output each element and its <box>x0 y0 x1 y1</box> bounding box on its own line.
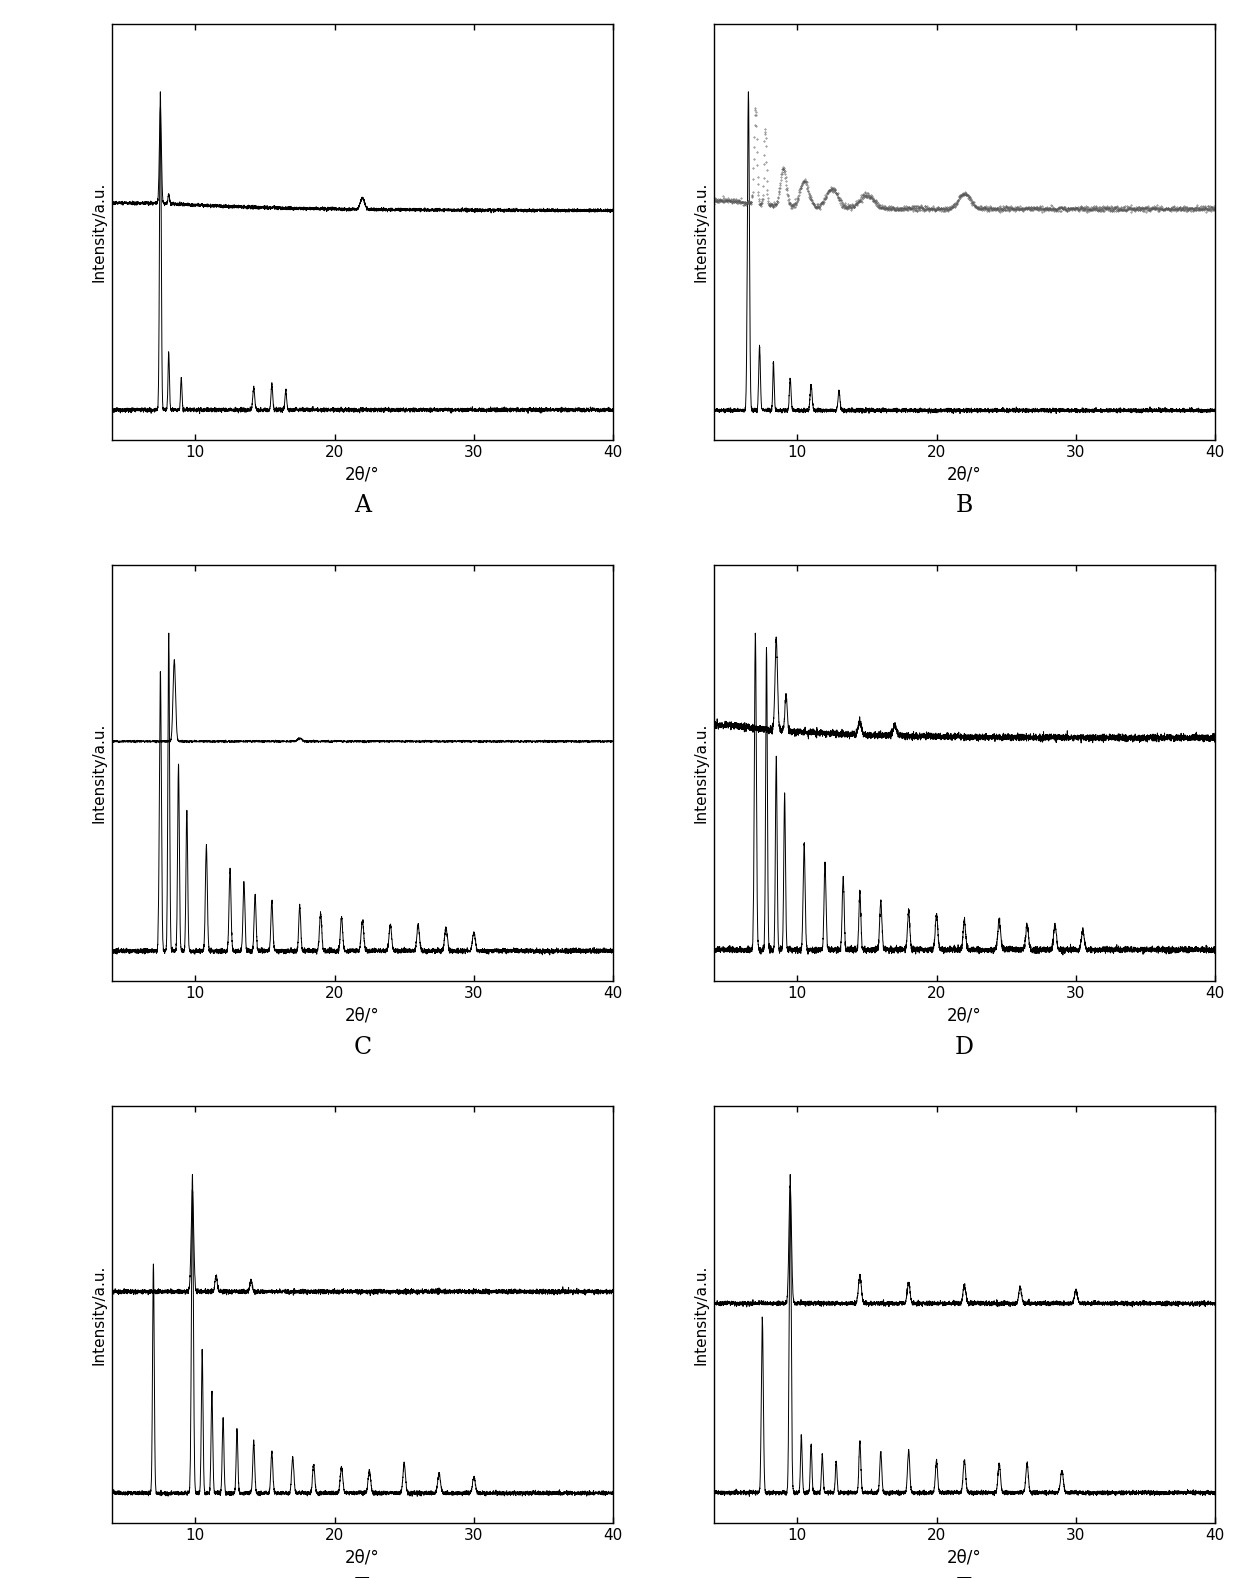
Y-axis label: Intensity/a.u.: Intensity/a.u. <box>91 181 107 282</box>
Text: D: D <box>955 1035 973 1059</box>
X-axis label: 2θ/°: 2θ/° <box>947 1548 982 1567</box>
Text: B: B <box>956 494 973 518</box>
Y-axis label: Intensity/a.u.: Intensity/a.u. <box>693 1264 708 1365</box>
Text: C: C <box>353 1035 372 1059</box>
X-axis label: 2θ/°: 2θ/° <box>947 466 982 483</box>
Y-axis label: Intensity/a.u.: Intensity/a.u. <box>91 1264 107 1365</box>
X-axis label: 2θ/°: 2θ/° <box>345 466 379 483</box>
X-axis label: 2θ/°: 2θ/° <box>345 1007 379 1024</box>
Y-axis label: Intensity/a.u.: Intensity/a.u. <box>693 723 708 824</box>
Y-axis label: Intensity/a.u.: Intensity/a.u. <box>91 723 107 824</box>
Y-axis label: Intensity/a.u.: Intensity/a.u. <box>693 181 708 282</box>
X-axis label: 2θ/°: 2θ/° <box>345 1548 379 1567</box>
Text: A: A <box>353 494 371 518</box>
X-axis label: 2θ/°: 2θ/° <box>947 1007 982 1024</box>
